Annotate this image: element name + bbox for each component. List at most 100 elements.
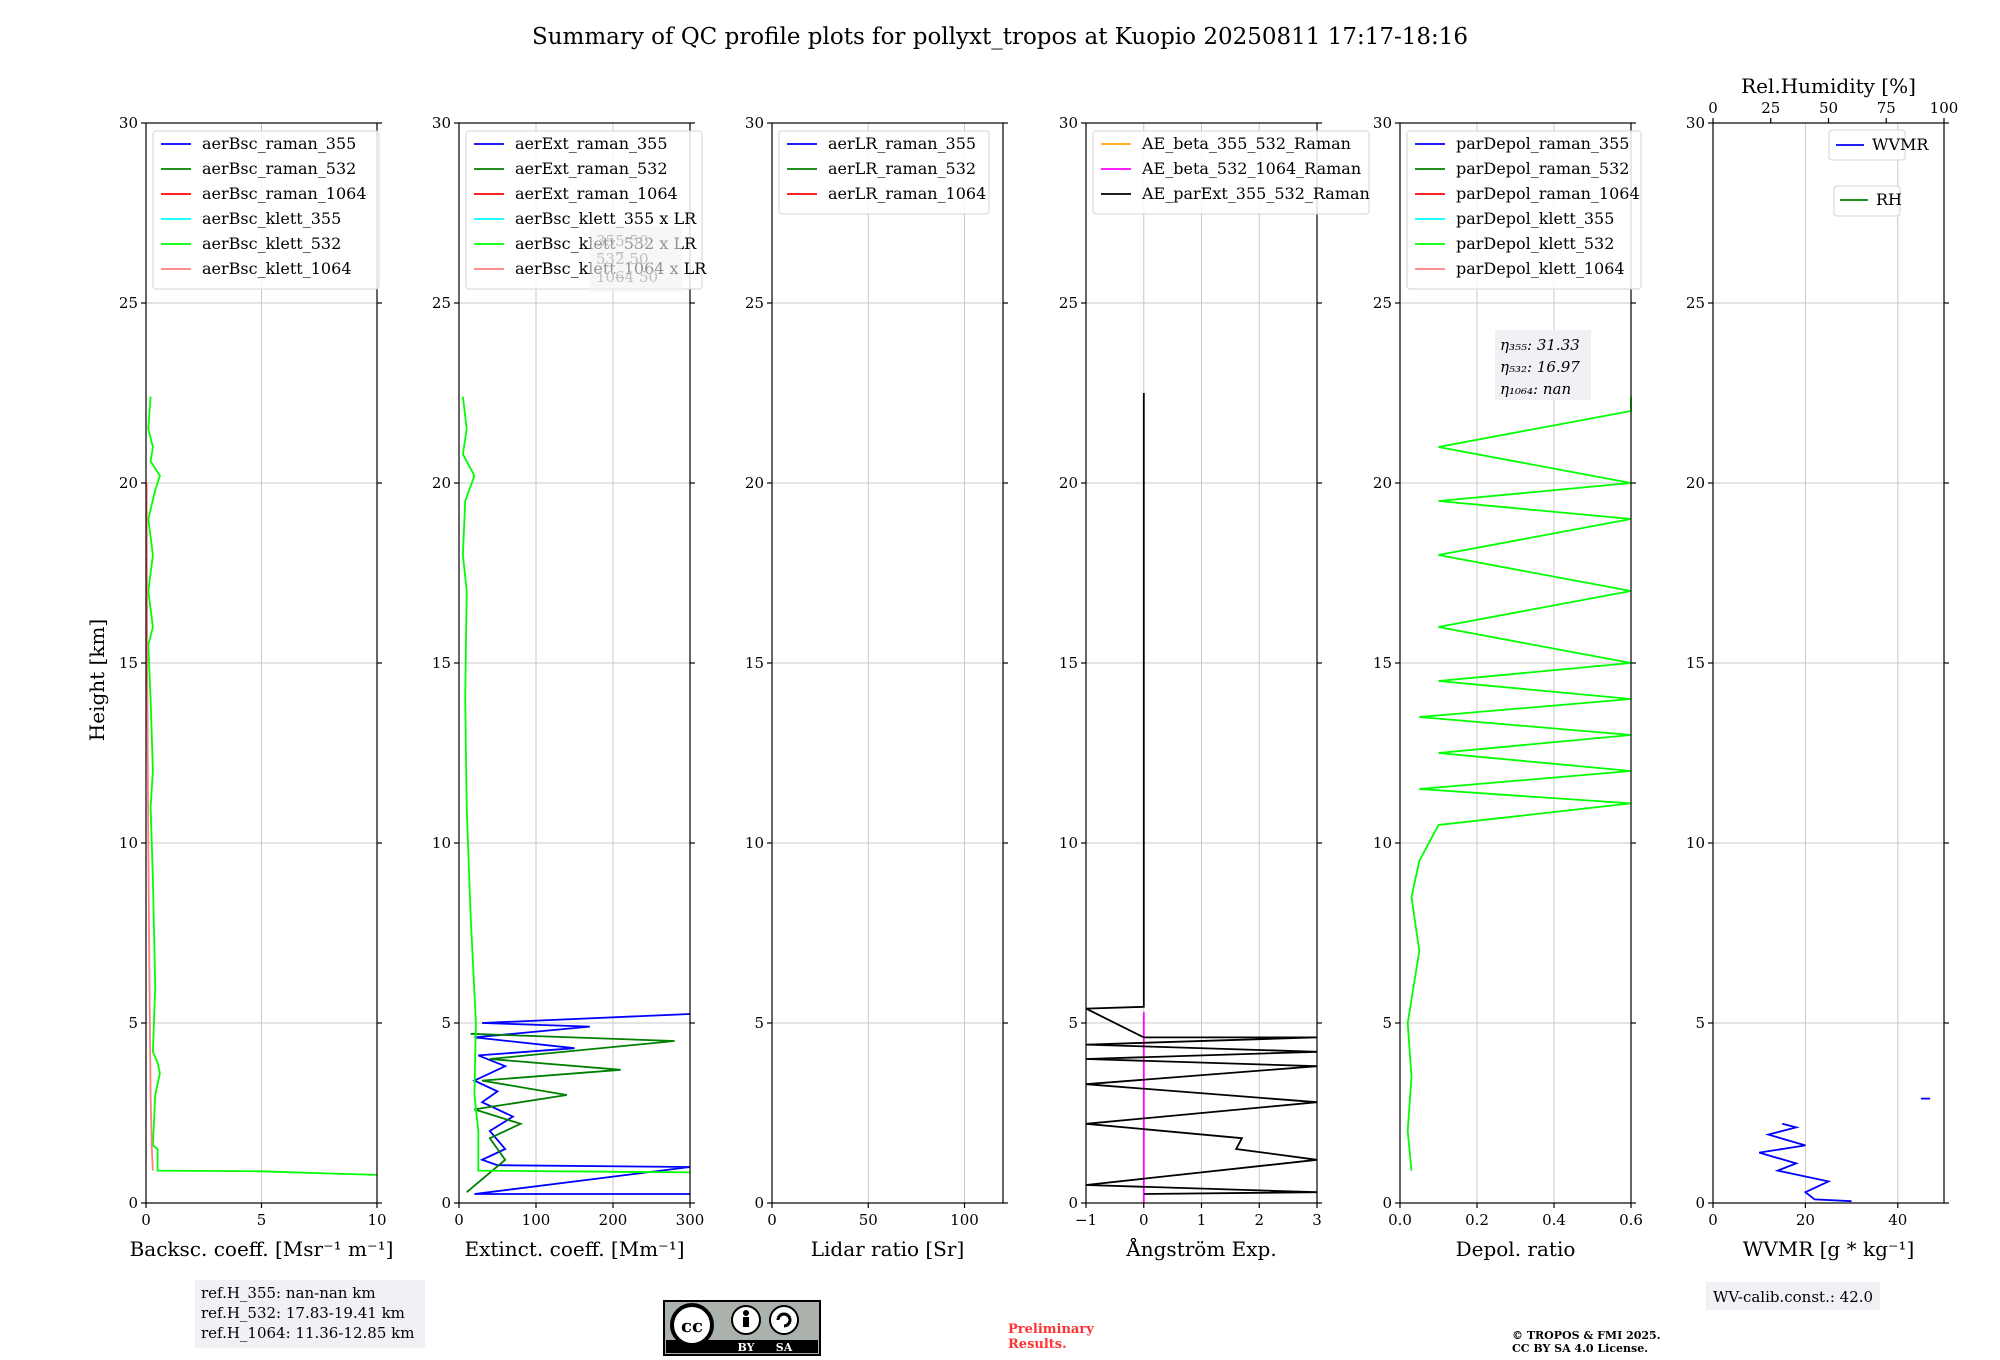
by-label: BY: [738, 1341, 755, 1354]
y-tick-label-4: 20: [119, 474, 138, 492]
legend-entry-rh: RH: [1876, 190, 1902, 209]
top-axis-label: Rel.Humidity [%]: [1741, 74, 1916, 98]
x-tick-label-1: 20: [1796, 1211, 1815, 1229]
y-tick-label-5: 25: [1686, 294, 1705, 312]
y-tick-label-2: 10: [119, 834, 138, 852]
legend-entry-1: parDepol_raman_532: [1456, 159, 1629, 178]
y-tick-label-3: 15: [745, 654, 764, 672]
x-tick-label-0: 0: [1708, 1211, 1718, 1229]
x-tick-label-4: 3: [1312, 1211, 1322, 1229]
cc-icon: [670, 1303, 714, 1347]
y-tick-label-0: 0: [754, 1194, 764, 1212]
series-ae-parext-355-532-raman: [1085, 393, 1318, 1195]
legend-entry-wvmr: WVMR: [1872, 135, 1929, 154]
panel-1: 0 5 10 15 20 25 30 0 5 10 Backsc. coeff. [Msr⁻¹ m⁻…: [119, 114, 393, 1261]
legend-entry-3: aerBsc_klett_355 x LR: [515, 209, 697, 228]
y-tick-label-5: 25: [119, 294, 138, 312]
panel-3: 0 5 10 15 20 25 30 0 50 100 Lidar ratio [Sr] aerLR_…: [745, 114, 1008, 1261]
x-tick-label-0: 0.0: [1388, 1211, 1412, 1229]
legend-entry-3: parDepol_klett_355: [1456, 209, 1614, 228]
y-tick-label-2: 10: [1686, 834, 1705, 852]
x-axis-label: Backsc. coeff. [Msr⁻¹ m⁻¹]: [130, 1237, 394, 1261]
x-axis-label: Depol. ratio: [1456, 1237, 1576, 1261]
y-tick-label-1: 5: [1068, 1014, 1078, 1032]
legend-entry-3: aerBsc_klett_355: [202, 209, 341, 228]
copyright-line-1: © TROPOS & FMI 2025.: [1512, 1329, 1661, 1342]
series-aerext-raman-532: [466, 1032, 675, 1193]
legend-entry-1: AE_beta_532_1064_Raman: [1141, 159, 1361, 178]
legend-entry-4: aerBsc_klett_532: [202, 234, 341, 253]
legend-box: [152, 130, 380, 290]
x-tick-label-2: 40: [1888, 1211, 1907, 1229]
x-tick-label-0: −1: [1075, 1211, 1097, 1229]
legend-entry-5: aerBsc_klett_1064: [202, 259, 351, 278]
wv-calib-box: [1706, 1282, 1880, 1310]
y-tick-label-6: 30: [745, 114, 764, 132]
x-axis-label: WVMR [g * kg⁻¹]: [1743, 1237, 1915, 1261]
y-tick-label-4: 20: [1373, 474, 1392, 492]
y-tick-label-1: 5: [1382, 1014, 1392, 1032]
y-tick-label-6: 30: [1686, 114, 1705, 132]
eta-label-2: η₁₀₆₄: nan: [1500, 380, 1571, 398]
y-tick-label-2: 10: [432, 834, 451, 852]
legend-box-rh: [1833, 185, 1901, 217]
top-tick-label-2: 50: [1819, 99, 1838, 117]
ref-height-532: ref.H_532: 17.83-19.41 km: [201, 1304, 405, 1322]
y-tick-label-1: 5: [754, 1014, 764, 1032]
y-tick-label-3: 15: [432, 654, 451, 672]
x-axis-label: Extinct. coeff. [Mm⁻¹]: [464, 1237, 684, 1261]
series-aerbsc-klett-532: [147, 396, 378, 1176]
legend-entry-1: aerLR_raman_532: [828, 159, 976, 178]
preliminary-line-2: Results.: [1008, 1337, 1067, 1352]
share-alike-icon: [769, 1305, 799, 1335]
top-tick-label-1: 25: [1761, 99, 1780, 117]
y-tick-label-0: 0: [1068, 1194, 1078, 1212]
hidden-annotation-1: 532 50: [596, 250, 649, 268]
y-tick-label-3: 15: [1373, 654, 1392, 672]
y-axis-label: Height [km]: [85, 619, 109, 741]
series-aerbsc-klett-1064: [145, 482, 154, 1171]
legend-entry-4: parDepol_klett_532: [1456, 234, 1614, 253]
y-tick-label-3: 15: [119, 654, 138, 672]
x-tick-label-2: 0.4: [1542, 1211, 1566, 1229]
eta-label-0: η₃₅₅: 31.33: [1500, 336, 1580, 354]
x-tick-label-1: 100: [522, 1211, 551, 1229]
copyright-note: © TROPOS & FMI 2025. CC BY SA 4.0 Licens…: [1512, 1329, 1661, 1355]
top-tick-label-3: 75: [1877, 99, 1896, 117]
eta-label-1: η₅₃₂: 16.97: [1500, 358, 1580, 376]
y-tick-label-5: 25: [1059, 294, 1078, 312]
wv-calib-const: WV-calib.const.: 42.0: [1713, 1288, 1873, 1306]
x-tick-label-0: 0: [767, 1211, 777, 1229]
legend-entry-5: parDepol_klett_1064: [1456, 259, 1625, 278]
legend-entry-0: parDepol_raman_355: [1456, 134, 1629, 153]
cc-by-sa-badge: cc BY SA: [663, 1300, 821, 1356]
x-tick-label-2: 10: [367, 1211, 386, 1229]
x-axis-label: Lidar ratio [Sr]: [811, 1237, 965, 1261]
legend-entry-2: AE_parExt_355_532_Raman: [1141, 184, 1370, 203]
cc-text: cc: [681, 1316, 703, 1337]
series-wvmr: [1758, 1122, 1852, 1203]
top-tick-label-0: 0: [1708, 99, 1718, 117]
x-tick-label-2: 200: [599, 1211, 628, 1229]
y-tick-label-0: 0: [1382, 1194, 1392, 1212]
figure-title: Summary of QC profile plots for pollyxt_…: [532, 24, 1468, 50]
y-tick-label-2: 10: [1059, 834, 1078, 852]
eta-box: [1495, 330, 1591, 400]
legend-entry-0: aerBsc_raman_355: [202, 134, 356, 153]
x-tick-label-2: 100: [950, 1211, 979, 1229]
x-tick-label-0: 0: [141, 1211, 151, 1229]
legend-entry-1: aerExt_raman_532: [515, 159, 668, 178]
y-tick-label-6: 30: [432, 114, 451, 132]
y-tick-label-2: 10: [745, 834, 764, 852]
preliminary-note: Preliminary Results.: [1008, 1322, 1094, 1352]
legend-entry-0: AE_beta_355_532_Raman: [1141, 134, 1351, 153]
x-tick-label-1: 0: [1139, 1211, 1149, 1229]
top-tick-label-4: 100: [1930, 99, 1959, 117]
series-pardepol-klett-532: [1406, 396, 1632, 1171]
legend-entry-1: aerBsc_raman_532: [202, 159, 356, 178]
legend-box: [778, 130, 990, 215]
